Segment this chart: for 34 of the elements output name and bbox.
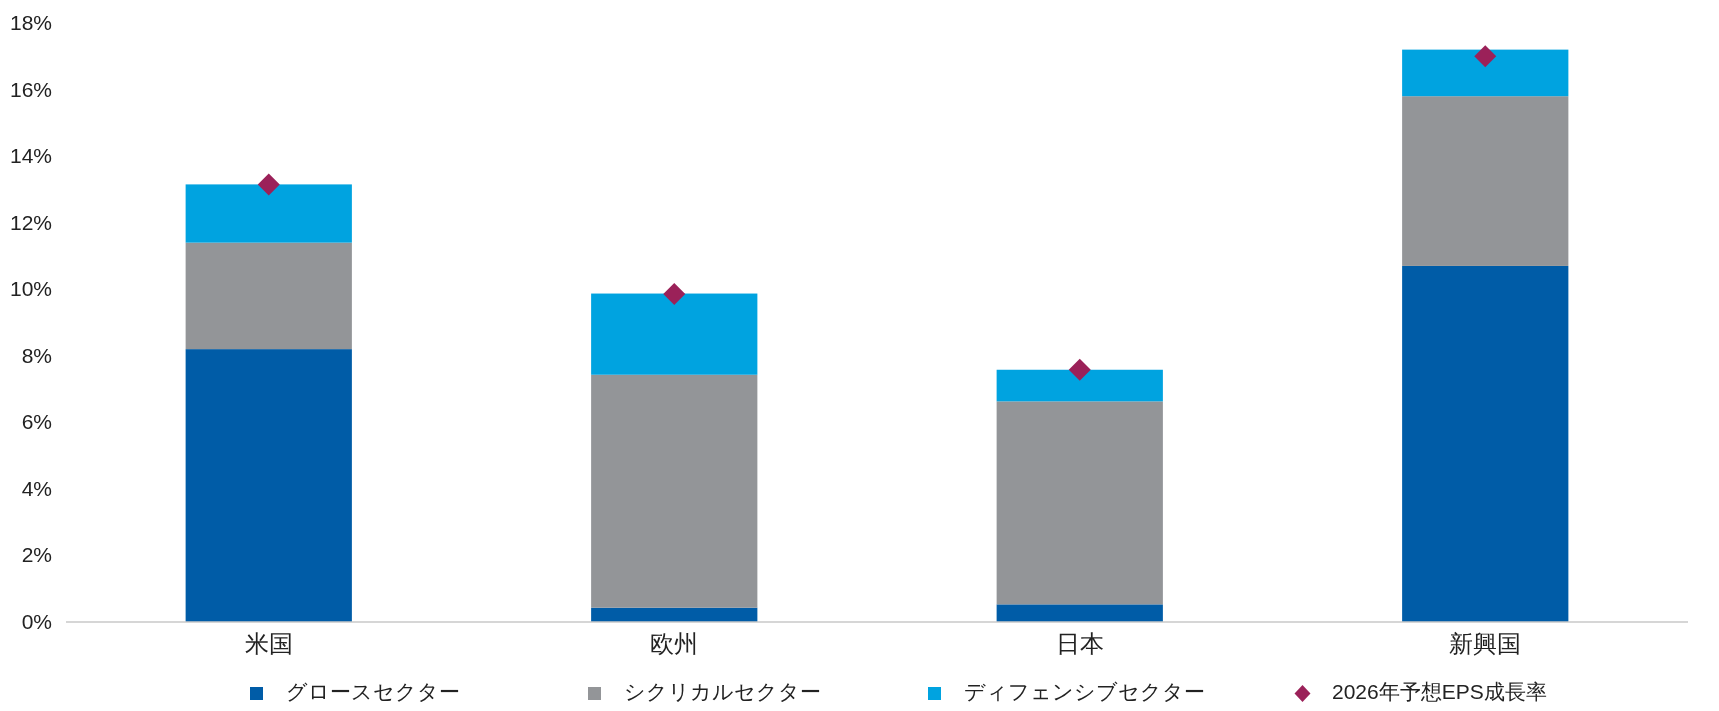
x-tick-label: 米国 xyxy=(244,630,293,657)
y-tick-label: 16% xyxy=(9,77,52,101)
bar xyxy=(591,607,758,622)
bar xyxy=(1402,96,1569,266)
point xyxy=(1068,358,1091,381)
y-tick-label: 2% xyxy=(21,543,52,567)
point xyxy=(257,173,280,196)
y-tick-label: 12% xyxy=(9,210,52,234)
bar xyxy=(185,184,352,243)
x-tick-label: 欧州 xyxy=(650,630,699,657)
y-tick-label: 18% xyxy=(9,11,52,34)
bar xyxy=(1402,49,1569,97)
bar xyxy=(591,293,758,375)
bar xyxy=(185,349,352,622)
legend-label: 2026年予想EPS成長率 xyxy=(1332,680,1547,703)
point xyxy=(663,282,686,305)
y-tick-label: 10% xyxy=(9,277,52,301)
x-tick-label: 日本 xyxy=(1055,630,1104,657)
bar xyxy=(591,374,758,608)
point xyxy=(1474,45,1497,68)
legend-label: シクリカルセクター xyxy=(624,680,821,703)
bar xyxy=(996,604,1163,622)
legend-label: ディフェンシブセクター xyxy=(964,680,1205,703)
y-tick-label: 14% xyxy=(9,144,52,168)
bar xyxy=(996,401,1163,605)
y-tick-label: 6% xyxy=(21,410,52,434)
y-tick-label: 0% xyxy=(21,610,52,633)
x-tick-label: 新興国 xyxy=(1449,630,1522,657)
bar xyxy=(1402,265,1569,622)
bar xyxy=(996,369,1163,402)
bar xyxy=(185,242,352,350)
y-tick-label: 8% xyxy=(21,343,52,367)
y-tick-label: 4% xyxy=(21,476,52,500)
legend-label: グロースセクター xyxy=(286,680,460,703)
